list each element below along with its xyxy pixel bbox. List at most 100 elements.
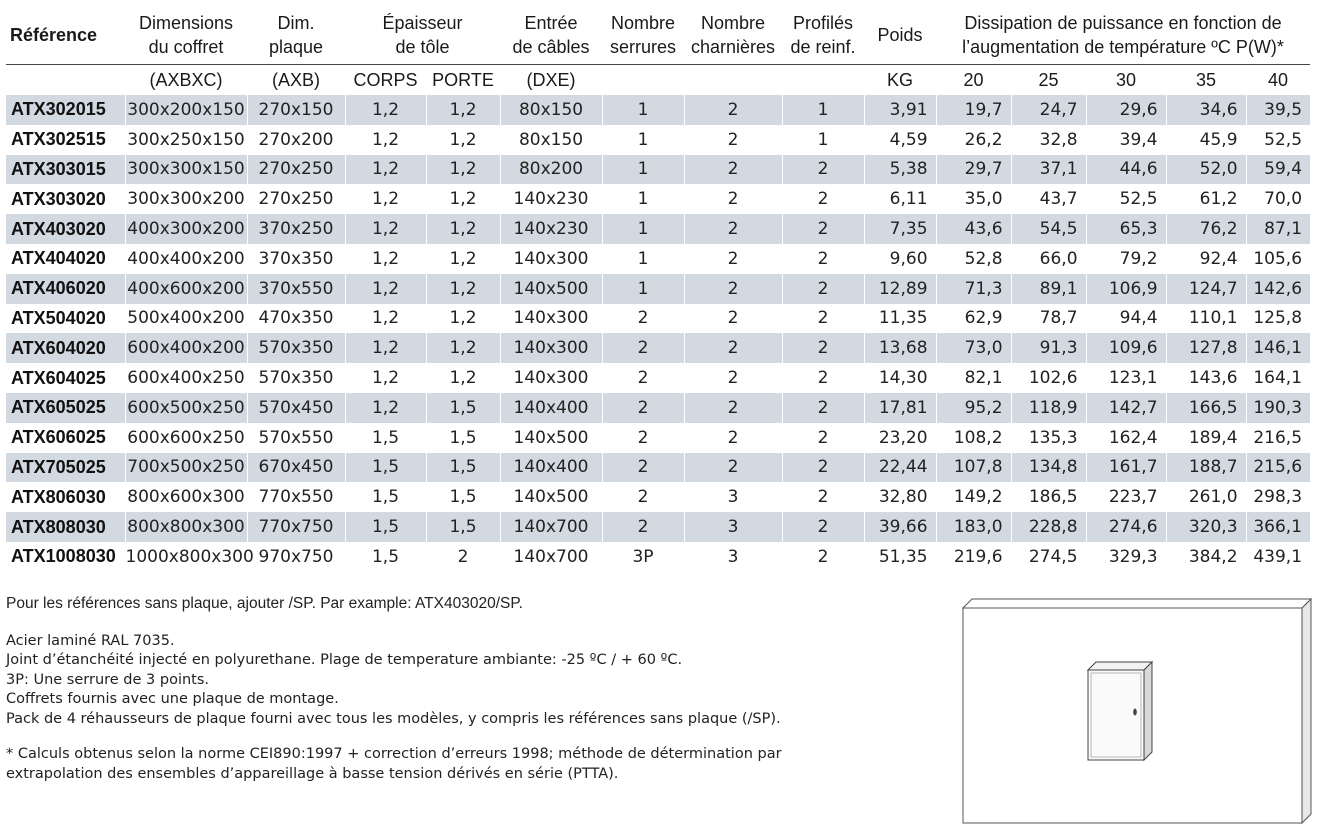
cell-hinges: 2 [683,95,783,125]
cell-door-thickness: 1,2 [425,124,501,155]
cell-locks: 2 [601,422,685,453]
cell-hinges: 2 [683,452,783,483]
subheader-door: PORTE [426,64,501,95]
cell-cable-entry: 140x300 [499,333,603,364]
cell-weight: 51,35 [863,541,937,572]
cell-power-25: 91,3 [1010,333,1087,364]
cell-reference: ATX303015 [6,154,125,185]
table-row: ATX604025 600x400x250 570x350 1,2 1,2 140x300… [6,363,1311,393]
cell-profiles: 2 [781,392,865,423]
cell-cable-entry: 140x500 [499,273,603,304]
cell-locks: 1 [601,154,685,185]
subheader-empty [782,64,865,95]
table-row: ATX1008030 1000x800x300 970x750 1,5 2 140x700… [6,541,1311,572]
cell-reference: ATX1008030 [11,546,116,567]
cell-power-20: 29,7 [935,154,1012,185]
cell-power-25: 32,8 [1010,124,1087,155]
cell-reference: ATX303020 [11,188,106,209]
cell-hinges: 2 [683,184,783,215]
cell-power-20: 62,9 [935,303,1012,334]
cell-body-thickness: 1,2 [344,333,426,364]
cell-locks: 1 [601,243,685,274]
cell-plate: 570x450 [246,392,345,423]
cell-power-35: 320,3 [1165,512,1247,542]
cell-profiles: 2 [781,243,865,274]
note-line: Joint d’étanchéité injecté en polyuretha… [6,652,683,668]
cell-locks: 1 [601,124,685,155]
cabinet-illustration [962,598,1312,824]
cell-weight: 12,89 [863,273,937,304]
cell-power-20: 108,2 [935,422,1012,453]
cell-plate: 270x200 [246,124,345,155]
cell-power-25: 37,1 [1010,154,1087,185]
cell-plate: 270x150 [246,95,345,125]
header-locks: Nombre serrures [610,13,677,57]
cell-plate: 270x250 [246,154,345,185]
cell-power-20: 73,0 [935,333,1012,364]
cell-cable-entry: 140x300 [499,363,603,393]
cell-power-20: 19,7 [935,95,1012,125]
cell-power-40: 125,8 [1245,303,1311,334]
cell-power-20: 149,2 [935,482,1012,513]
cell-dimensions: 300x200x150 [124,95,247,125]
subheader-temp-20: 20 [936,64,1012,95]
cell-power-35: 189,4 [1165,422,1247,453]
cell-power-35: 45,9 [1165,124,1247,155]
cell-power-30: 65,3 [1085,214,1167,244]
cell-hinges: 2 [683,243,783,274]
cell-plate: 670x450 [246,452,345,483]
cell-dimensions: 600x400x250 [124,363,247,393]
cell-dimensions: 300x250x150 [124,124,247,155]
table-body: ATX302015 300x200x150 270x150 1,2 1,2 80x150 1… [6,95,1311,572]
header-hinges: Nombre charnières [690,13,776,57]
cell-profiles: 2 [781,482,865,513]
cell-cable-entry: 80x150 [499,95,603,125]
cell-power-40: 164,1 [1245,363,1311,393]
cell-weight: 39,66 [863,512,937,542]
cell-power-35: 261,0 [1165,482,1247,513]
cell-body-thickness: 1,2 [344,214,426,244]
cell-power-40: 59,4 [1245,154,1311,185]
cell-weight: 32,80 [863,482,937,513]
table-row: ATX302015 300x200x150 270x150 1,2 1,2 80x150 1… [6,95,1311,125]
cell-body-thickness: 1,2 [344,95,426,125]
cell-power-40: 216,5 [1245,422,1311,453]
cell-power-40: 105,6 [1245,243,1311,274]
cell-door-thickness: 1,2 [425,363,501,393]
cell-door-thickness: 1,2 [425,333,501,364]
cell-body-thickness: 1,5 [344,452,426,483]
cell-power-40: 146,1 [1245,333,1311,364]
cell-profiles: 2 [781,154,865,185]
cell-door-thickness: 1,2 [425,214,501,244]
cell-cable-entry: 140x400 [499,392,603,423]
cell-locks: 2 [601,363,685,393]
cell-reference: ATX808030 [6,512,125,542]
cell-hinges: 2 [683,363,783,393]
cell-body-thickness: 1,2 [344,392,426,423]
cell-cable-entry: 140x500 [499,422,603,453]
cell-power-25: 78,7 [1010,303,1087,334]
cell-body-thickness: 1,5 [344,482,426,513]
cell-power-40: 39,5 [1245,95,1311,125]
cell-locks: 2 [601,333,685,364]
cell-power-30: 329,3 [1085,541,1167,572]
cell-reference: ATX606025 [11,427,106,448]
subheader-empty [684,64,783,95]
cell-hinges: 3 [683,482,783,513]
cell-door-thickness: 1,2 [425,243,501,274]
cell-reference: ATX403020 [6,214,125,244]
cell-locks: 2 [601,392,685,423]
cell-cable-entry: 140x230 [499,184,603,215]
cell-dimensions: 600x400x200 [124,333,247,364]
cell-plate: 370x250 [246,214,345,244]
cell-weight: 14,30 [863,363,937,393]
cell-hinges: 2 [683,273,783,304]
table-row: ATX403020 400x300x200 370x250 1,2 1,2 140x230… [6,214,1311,244]
cell-plate: 770x550 [246,482,345,513]
subheader-body: CORPS [345,64,426,95]
subheader-temp-40: 40 [1246,64,1311,95]
cell-profiles: 2 [781,541,865,572]
cell-hinges: 2 [683,214,783,244]
subheader-row: (AXBXC) (AXB) CORPS PORTE (DXE) KG 20 25… [6,64,1311,95]
cell-hinges: 2 [683,392,783,423]
